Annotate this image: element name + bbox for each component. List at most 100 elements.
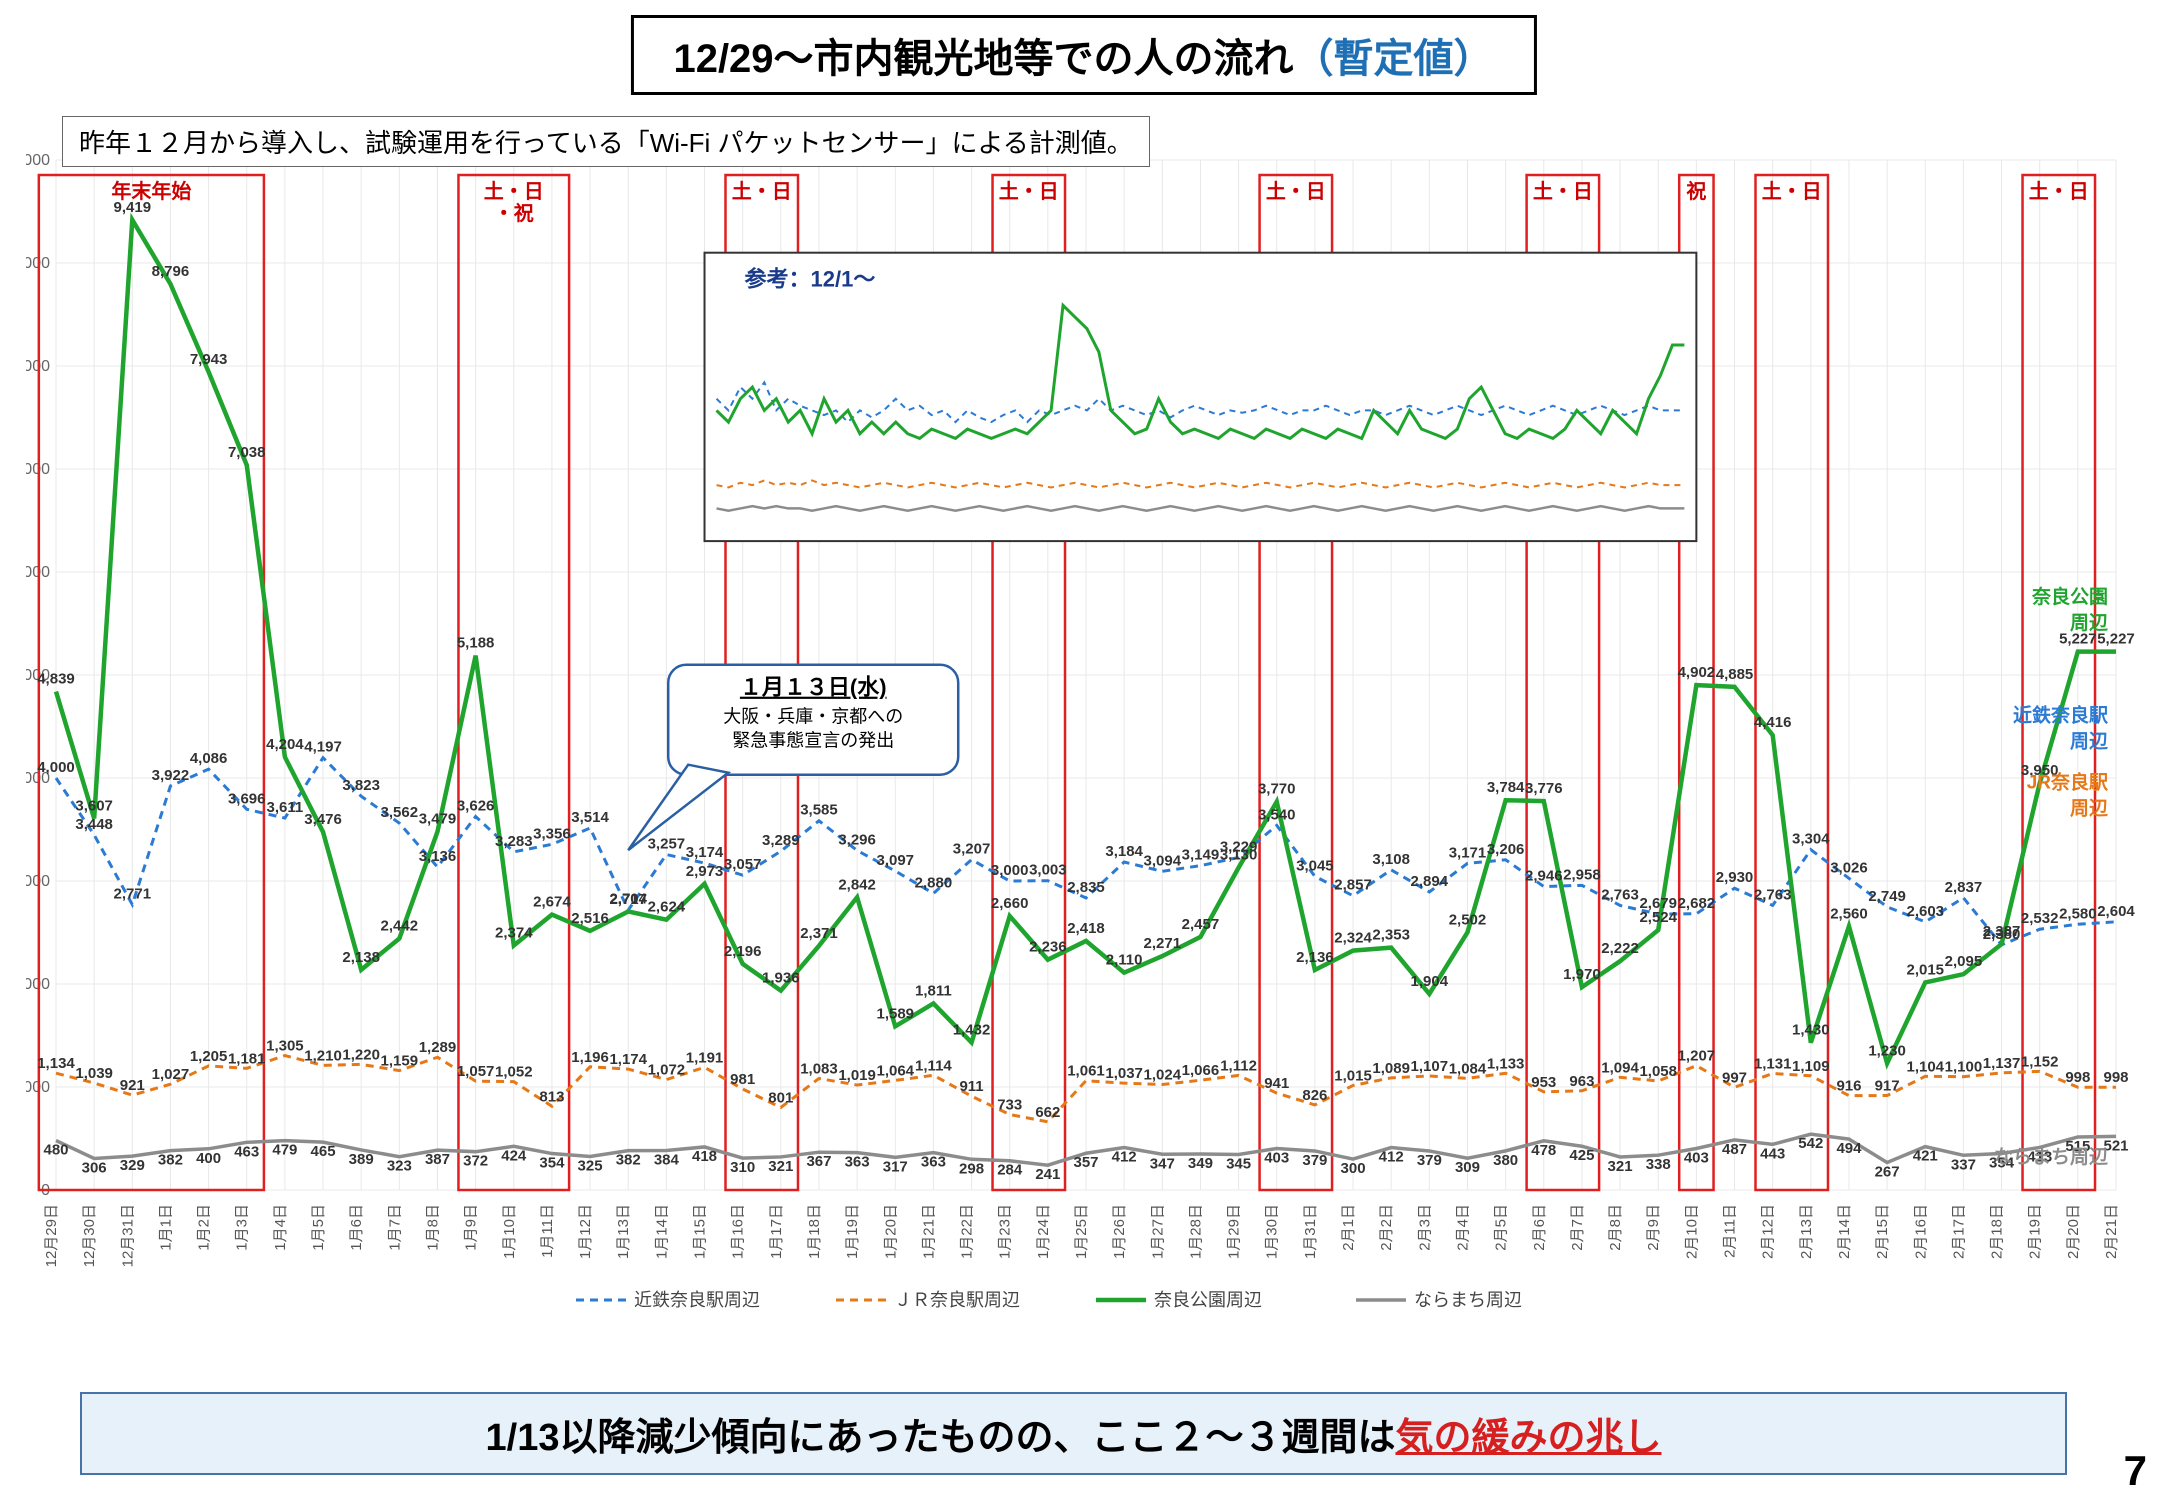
svg-text:1,027: 1,027 — [152, 1066, 190, 1083]
svg-text:祝: 祝 — [1686, 179, 1706, 203]
svg-text:1,066: 1,066 — [1182, 1062, 1220, 1079]
svg-text:267: 267 — [1875, 1163, 1900, 1180]
svg-text:2,973: 2,973 — [686, 863, 724, 880]
svg-text:1月14日: 1月14日 — [653, 1204, 670, 1259]
svg-text:463: 463 — [234, 1143, 259, 1160]
svg-text:325: 325 — [578, 1158, 603, 1175]
svg-text:3,149: 3,149 — [1182, 847, 1220, 864]
svg-text:12月30日: 12月30日 — [81, 1204, 98, 1267]
svg-text:1月28日: 1月28日 — [1187, 1204, 1204, 1259]
svg-text:2,763: 2,763 — [1601, 886, 1639, 903]
svg-text:1月27日: 1月27日 — [1149, 1204, 1166, 1259]
svg-text:1月8日: 1月8日 — [424, 1204, 441, 1251]
svg-text:1月22日: 1月22日 — [959, 1204, 976, 1259]
svg-text:1,210: 1,210 — [304, 1047, 342, 1064]
svg-text:2,660: 2,660 — [991, 895, 1029, 912]
svg-text:2月11日: 2月11日 — [1722, 1204, 1739, 1258]
svg-text:1,134: 1,134 — [37, 1055, 75, 1072]
svg-text:3,136: 3,136 — [419, 848, 457, 865]
svg-text:2,222: 2,222 — [1601, 940, 1639, 957]
svg-text:周辺: 周辺 — [2070, 730, 2108, 752]
svg-text:443: 443 — [1760, 1145, 1785, 1162]
svg-text:1,112: 1,112 — [1220, 1057, 1257, 1074]
svg-text:425: 425 — [1569, 1147, 1594, 1164]
svg-text:354: 354 — [539, 1155, 565, 1172]
svg-text:347: 347 — [1150, 1155, 1175, 1172]
svg-text:2,930: 2,930 — [1716, 869, 1754, 886]
svg-text:1月11日: 1月11日 — [539, 1204, 556, 1258]
svg-text:2,603: 2,603 — [1906, 903, 1944, 920]
svg-text:380: 380 — [1493, 1152, 1518, 1169]
svg-text:916: 916 — [1836, 1078, 1861, 1095]
svg-text:1月6日: 1月6日 — [348, 1204, 365, 1251]
svg-text:3,108: 3,108 — [1372, 851, 1410, 868]
svg-text:4,839: 4,839 — [37, 671, 75, 688]
svg-text:298: 298 — [959, 1160, 984, 1177]
svg-text:384: 384 — [654, 1151, 680, 1168]
svg-text:1,191: 1,191 — [686, 1049, 724, 1066]
svg-text:3,184: 3,184 — [1105, 843, 1143, 860]
svg-text:1,061: 1,061 — [1067, 1063, 1105, 1080]
svg-text:2月6日: 2月6日 — [1531, 1204, 1548, 1251]
svg-text:372: 372 — [463, 1153, 488, 1170]
svg-text:3,206: 3,206 — [1487, 841, 1525, 858]
svg-text:土・日: 土・日 — [1533, 180, 1593, 203]
svg-text:1月9日: 1月9日 — [463, 1204, 480, 1251]
svg-text:2,857: 2,857 — [1334, 877, 1372, 894]
svg-text:424: 424 — [501, 1147, 527, 1164]
svg-text:2月5日: 2月5日 — [1493, 1204, 1510, 1251]
svg-text:998: 998 — [2065, 1069, 2090, 1086]
svg-text:近鉄奈良駅周辺: 近鉄奈良駅周辺 — [634, 1290, 760, 1310]
svg-text:3,283: 3,283 — [495, 833, 533, 850]
svg-text:ならまち周辺: ならまち周辺 — [1994, 1146, 2108, 1168]
svg-text:1月10日: 1月10日 — [501, 1204, 518, 1259]
svg-text:1,936: 1,936 — [762, 970, 800, 987]
svg-text:1,137: 1,137 — [1983, 1055, 2021, 1072]
svg-text:1,058: 1,058 — [1639, 1063, 1677, 1080]
svg-text:1月24日: 1月24日 — [1035, 1204, 1052, 1259]
svg-text:338: 338 — [1646, 1156, 1671, 1173]
svg-text:363: 363 — [921, 1154, 946, 1171]
svg-text:3,045: 3,045 — [1296, 857, 1334, 874]
svg-text:418: 418 — [692, 1148, 717, 1165]
svg-text:3,057: 3,057 — [724, 856, 762, 873]
svg-text:1,174: 1,174 — [609, 1051, 647, 1068]
svg-text:309: 309 — [1455, 1159, 1480, 1176]
svg-text:2月17日: 2月17日 — [1950, 1204, 1967, 1259]
svg-text:3,922: 3,922 — [152, 767, 190, 784]
svg-text:412: 412 — [1379, 1149, 1404, 1166]
svg-text:2,236: 2,236 — [1029, 939, 1067, 956]
svg-text:3,611: 3,611 — [267, 799, 304, 816]
svg-text:3,776: 3,776 — [1525, 780, 1563, 797]
svg-text:4,416: 4,416 — [1754, 714, 1792, 731]
svg-text:1,100: 1,100 — [1945, 1059, 1983, 1076]
svg-text:1,430: 1,430 — [1792, 1022, 1830, 1039]
svg-text:7,038: 7,038 — [228, 444, 266, 461]
svg-text:349: 349 — [1188, 1155, 1213, 1172]
svg-text:300: 300 — [1341, 1160, 1366, 1177]
svg-text:2,560: 2,560 — [1830, 905, 1868, 922]
svg-text:3,770: 3,770 — [1258, 781, 1296, 798]
svg-text:1,305: 1,305 — [266, 1038, 304, 1055]
svg-text:3,540: 3,540 — [1258, 806, 1296, 823]
svg-text:479: 479 — [272, 1142, 297, 1159]
svg-text:1,133: 1,133 — [1487, 1055, 1525, 1072]
svg-text:2,015: 2,015 — [1906, 961, 1944, 978]
svg-text:4,902: 4,902 — [1678, 664, 1716, 681]
svg-text:1,131: 1,131 — [1754, 1056, 1792, 1073]
svg-text:2,604: 2,604 — [2097, 903, 2135, 920]
svg-text:345: 345 — [1226, 1155, 1251, 1172]
svg-text:3,296: 3,296 — [838, 832, 876, 849]
svg-text:421: 421 — [1913, 1148, 1938, 1165]
svg-text:2月12日: 2月12日 — [1760, 1204, 1777, 1259]
svg-text:2,624: 2,624 — [648, 899, 686, 916]
svg-text:1月1日: 1月1日 — [157, 1204, 174, 1251]
svg-text:2,771: 2,771 — [114, 886, 152, 903]
svg-text:3,094: 3,094 — [1144, 852, 1182, 869]
svg-text:480: 480 — [43, 1142, 68, 1159]
svg-text:1,094: 1,094 — [1601, 1059, 1639, 1076]
svg-text:12月31日: 12月31日 — [119, 1204, 136, 1267]
svg-text:1,970: 1,970 — [1563, 966, 1601, 983]
svg-text:4,885: 4,885 — [1716, 666, 1754, 683]
svg-text:2,532: 2,532 — [2021, 910, 2059, 927]
